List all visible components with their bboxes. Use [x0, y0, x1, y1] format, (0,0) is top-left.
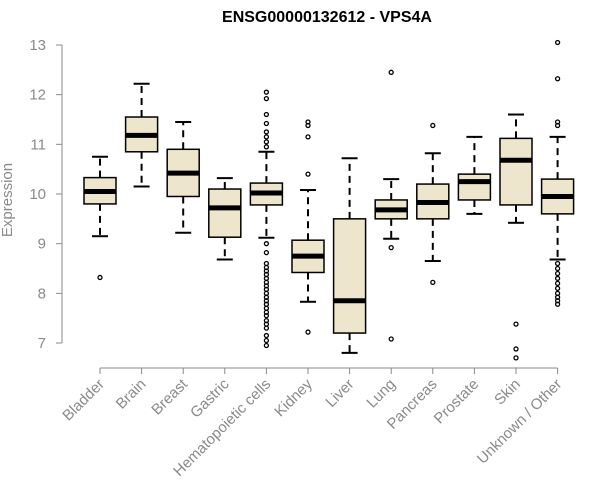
outlier-point [97, 274, 103, 281]
outlier-point [388, 244, 394, 251]
y-tick-label: 7 [38, 335, 46, 352]
x-tick-label: Liver [322, 376, 357, 411]
y-axis: 7 8 9 10 11 12 13 [29, 37, 63, 352]
outlier-point [554, 265, 561, 272]
x-tick-label: Breast [148, 375, 191, 418]
box-group [374, 69, 408, 342]
outlier-point [388, 69, 394, 75]
outlier-point [554, 280, 561, 287]
box-group [416, 122, 450, 286]
outlier-point [263, 325, 270, 331]
box-iqr [208, 188, 242, 238]
outlier-point [305, 134, 311, 140]
box-iqr [332, 218, 367, 334]
outlier-point [263, 144, 270, 150]
outlier-point [263, 332, 270, 339]
outlier-point [388, 336, 394, 342]
outlier-point [513, 355, 519, 361]
box-iqr [457, 173, 492, 201]
outlier-point [263, 337, 270, 344]
outlier-point [263, 139, 270, 145]
outlier-point [554, 301, 561, 307]
y-tick-label: 10 [29, 186, 46, 203]
outlier-point [263, 249, 270, 256]
box-iqr [499, 137, 533, 206]
outlier-point [305, 171, 311, 177]
box-group [540, 39, 575, 307]
x-tick-label: Bladder [59, 376, 108, 425]
x-tick-label: Skin [491, 376, 524, 409]
outlier-point [554, 39, 561, 46]
x-tick-label: Prostate [431, 376, 483, 428]
outlier-point [513, 346, 519, 352]
x-tick-label: Kidney [271, 375, 316, 420]
box-group [332, 157, 367, 354]
outlier-point [263, 241, 270, 247]
outlier-point [430, 122, 436, 129]
outlier-point [554, 270, 561, 277]
chart-title: ENSG00000132612 - VPS4A [222, 9, 432, 26]
box-group [166, 120, 200, 234]
outlier-point [554, 275, 561, 282]
box-group [83, 155, 117, 281]
outlier-point [263, 120, 270, 127]
outlier-point [263, 89, 270, 95]
y-tick-label: 8 [38, 285, 46, 302]
y-axis-label: Expression [0, 163, 16, 237]
y-tick-label: 9 [38, 236, 46, 253]
outlier-point [554, 285, 561, 292]
outlier-point [263, 111, 270, 118]
y-tick-label: 11 [30, 136, 46, 153]
outlier-point [430, 279, 436, 286]
box-group [249, 89, 284, 349]
x-tick-label: Brain [113, 376, 150, 413]
outlier-point [305, 329, 311, 335]
outlier-point [554, 260, 561, 267]
outlier-point [263, 134, 270, 140]
box-group [124, 82, 159, 188]
box-group [457, 135, 492, 215]
y-tick-label: 12 [29, 87, 46, 104]
outlier-point [263, 95, 270, 102]
outlier-point [554, 122, 561, 129]
outlier-point [513, 321, 519, 327]
box-group [208, 177, 242, 261]
box-group [499, 113, 533, 361]
box-group [291, 119, 325, 335]
x-tick-label: Lung [363, 376, 399, 412]
outlier-point [263, 342, 270, 349]
outlier-point [263, 129, 270, 135]
y-tick-label: 13 [29, 37, 46, 54]
outlier-point [263, 313, 270, 319]
boxes-layer [83, 39, 575, 361]
outlier-point [305, 122, 311, 129]
outlier-point [554, 76, 561, 82]
